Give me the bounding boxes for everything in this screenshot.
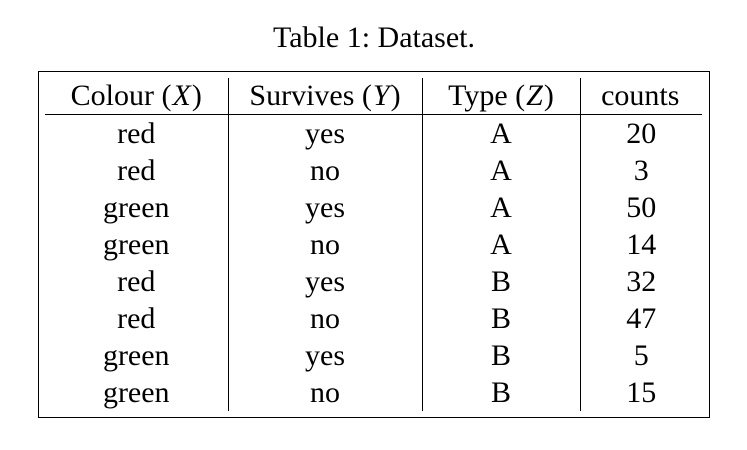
math-var-y: Y	[372, 79, 390, 112]
cell-type: B	[422, 337, 581, 374]
cell-survives: no	[228, 226, 423, 263]
cell-counts: 20	[626, 116, 657, 150]
table-row: red no A 3	[45, 152, 702, 189]
cell-counts: 15	[626, 375, 657, 409]
table-row: green no A 14	[45, 226, 702, 263]
cell-type: A	[422, 226, 581, 263]
cell-colour: red	[45, 114, 229, 152]
cell-type: A	[422, 189, 581, 226]
cell-counts: 14	[626, 227, 657, 261]
cell-colour: green	[45, 337, 229, 374]
cell-survives: no	[228, 300, 423, 337]
header-text: )	[543, 79, 554, 112]
cell-survives: yes	[228, 114, 423, 152]
table-row: green yes A 50	[45, 189, 702, 226]
header-text: Colour (	[70, 79, 172, 112]
cell-counts: 50	[626, 190, 657, 224]
cell-colour: green	[45, 374, 229, 411]
cell-counts: 5	[633, 338, 649, 372]
cell-colour: green	[45, 226, 229, 263]
table-row: green no B 15	[45, 374, 702, 411]
column-header-type: Type (Z)	[422, 78, 581, 115]
cell-survives: no	[228, 152, 423, 189]
cell-type: B	[422, 300, 581, 337]
column-header-colour: Colour (X)	[45, 78, 229, 115]
cell-survives: yes	[228, 263, 423, 300]
cell-colour: red	[45, 152, 229, 189]
cell-type: B	[422, 263, 581, 300]
cell-survives: yes	[228, 189, 423, 226]
cell-counts: 3	[633, 153, 649, 187]
cell-counts: 47	[626, 301, 657, 335]
cell-survives: no	[228, 374, 423, 411]
cell-survives: yes	[228, 337, 423, 374]
header-text: )	[191, 79, 202, 112]
cell-type: B	[422, 374, 581, 411]
header-text: Type (	[448, 79, 526, 112]
table-row: red yes A 20	[45, 114, 702, 152]
cell-colour: red	[45, 300, 229, 337]
cell-type: A	[422, 114, 581, 152]
dataset-table: Colour (X) Survives (Y) Type (Z) counts …	[45, 78, 702, 411]
math-var-x: X	[172, 79, 191, 112]
cell-colour: red	[45, 263, 229, 300]
header-row: Colour (X) Survives (Y) Type (Z) counts	[45, 78, 702, 115]
math-var-none	[679, 79, 681, 112]
column-header-counts: counts	[580, 78, 702, 115]
math-var-z: Z	[526, 79, 543, 112]
header-text: Survives (	[249, 79, 372, 112]
column-header-survives: Survives (Y)	[228, 78, 423, 115]
cell-type: A	[422, 152, 581, 189]
table-caption: Table 1: Dataset.	[273, 21, 475, 54]
header-text: counts	[601, 79, 680, 112]
header-text: )	[390, 79, 401, 112]
table-row: red yes B 32	[45, 263, 702, 300]
cell-colour: green	[45, 189, 229, 226]
dataset-table-frame: Colour (X) Survives (Y) Type (Z) counts …	[38, 71, 710, 418]
table-row: green yes B 5	[45, 337, 702, 374]
table-row: red no B 47	[45, 300, 702, 337]
cell-counts: 32	[626, 264, 657, 298]
